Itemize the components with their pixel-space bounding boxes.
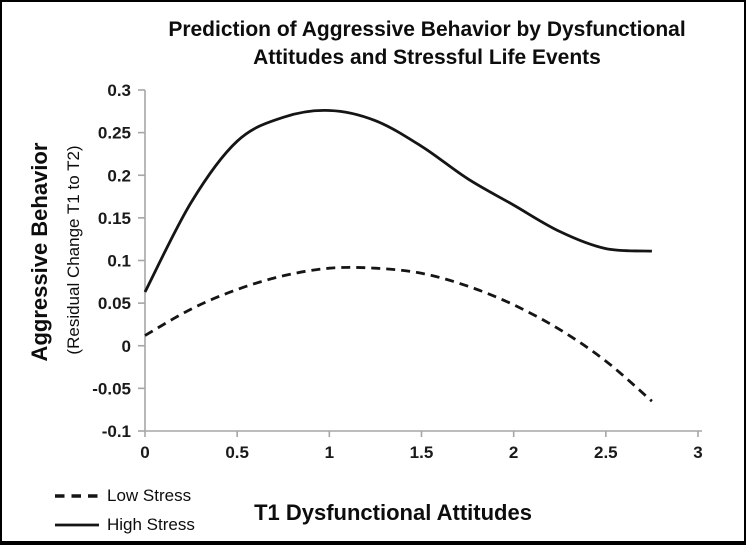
legend-item-low-stress: Low Stress (54, 481, 195, 510)
legend-label-high-stress: High Stress (107, 514, 195, 534)
x-tick-label: 3 (693, 443, 702, 462)
x-tick-label: 2 (509, 443, 518, 462)
x-tick-label: 1.5 (410, 443, 434, 462)
legend-item-high-stress: High Stress (54, 510, 195, 539)
chart-title-line2: Attitudes and Stressful Life Events (253, 46, 601, 69)
y-tick-label: 0 (122, 337, 131, 356)
series-curve-high-stress (143, 109, 652, 293)
x-tick-label: 1 (325, 443, 334, 462)
y-tick-label: -0.05 (92, 379, 131, 398)
y-tick-label: 0.05 (98, 294, 131, 313)
y-tick-label: 0.3 (107, 81, 131, 100)
y-tick-label: -0.1 (102, 422, 131, 441)
chart-title-line1: Prediction of Aggressive Behavior by Dys… (168, 18, 686, 41)
y-tick-label: 0.15 (98, 209, 131, 228)
dashed-line-key (55, 493, 99, 498)
y-tick-label: 0.1 (107, 252, 131, 271)
y-tick-label: 0.25 (98, 124, 131, 143)
legend-label-low-stress: Low Stress (107, 485, 192, 505)
chart-title: Prediction of Aggressive Behavior by Dys… (127, 16, 727, 72)
x-tick-label: 2.5 (594, 443, 618, 462)
series-curve-low-stress (144, 265, 653, 403)
x-tick-label: 0 (140, 443, 149, 462)
legend: Low Stress High Stress (54, 481, 195, 539)
solid-line-key (55, 523, 99, 526)
x-axis-title: T1 Dysfunctional Attitudes (254, 500, 532, 525)
x-tick-label: 0.5 (225, 443, 249, 462)
y-tick-label: 0.2 (107, 166, 131, 185)
